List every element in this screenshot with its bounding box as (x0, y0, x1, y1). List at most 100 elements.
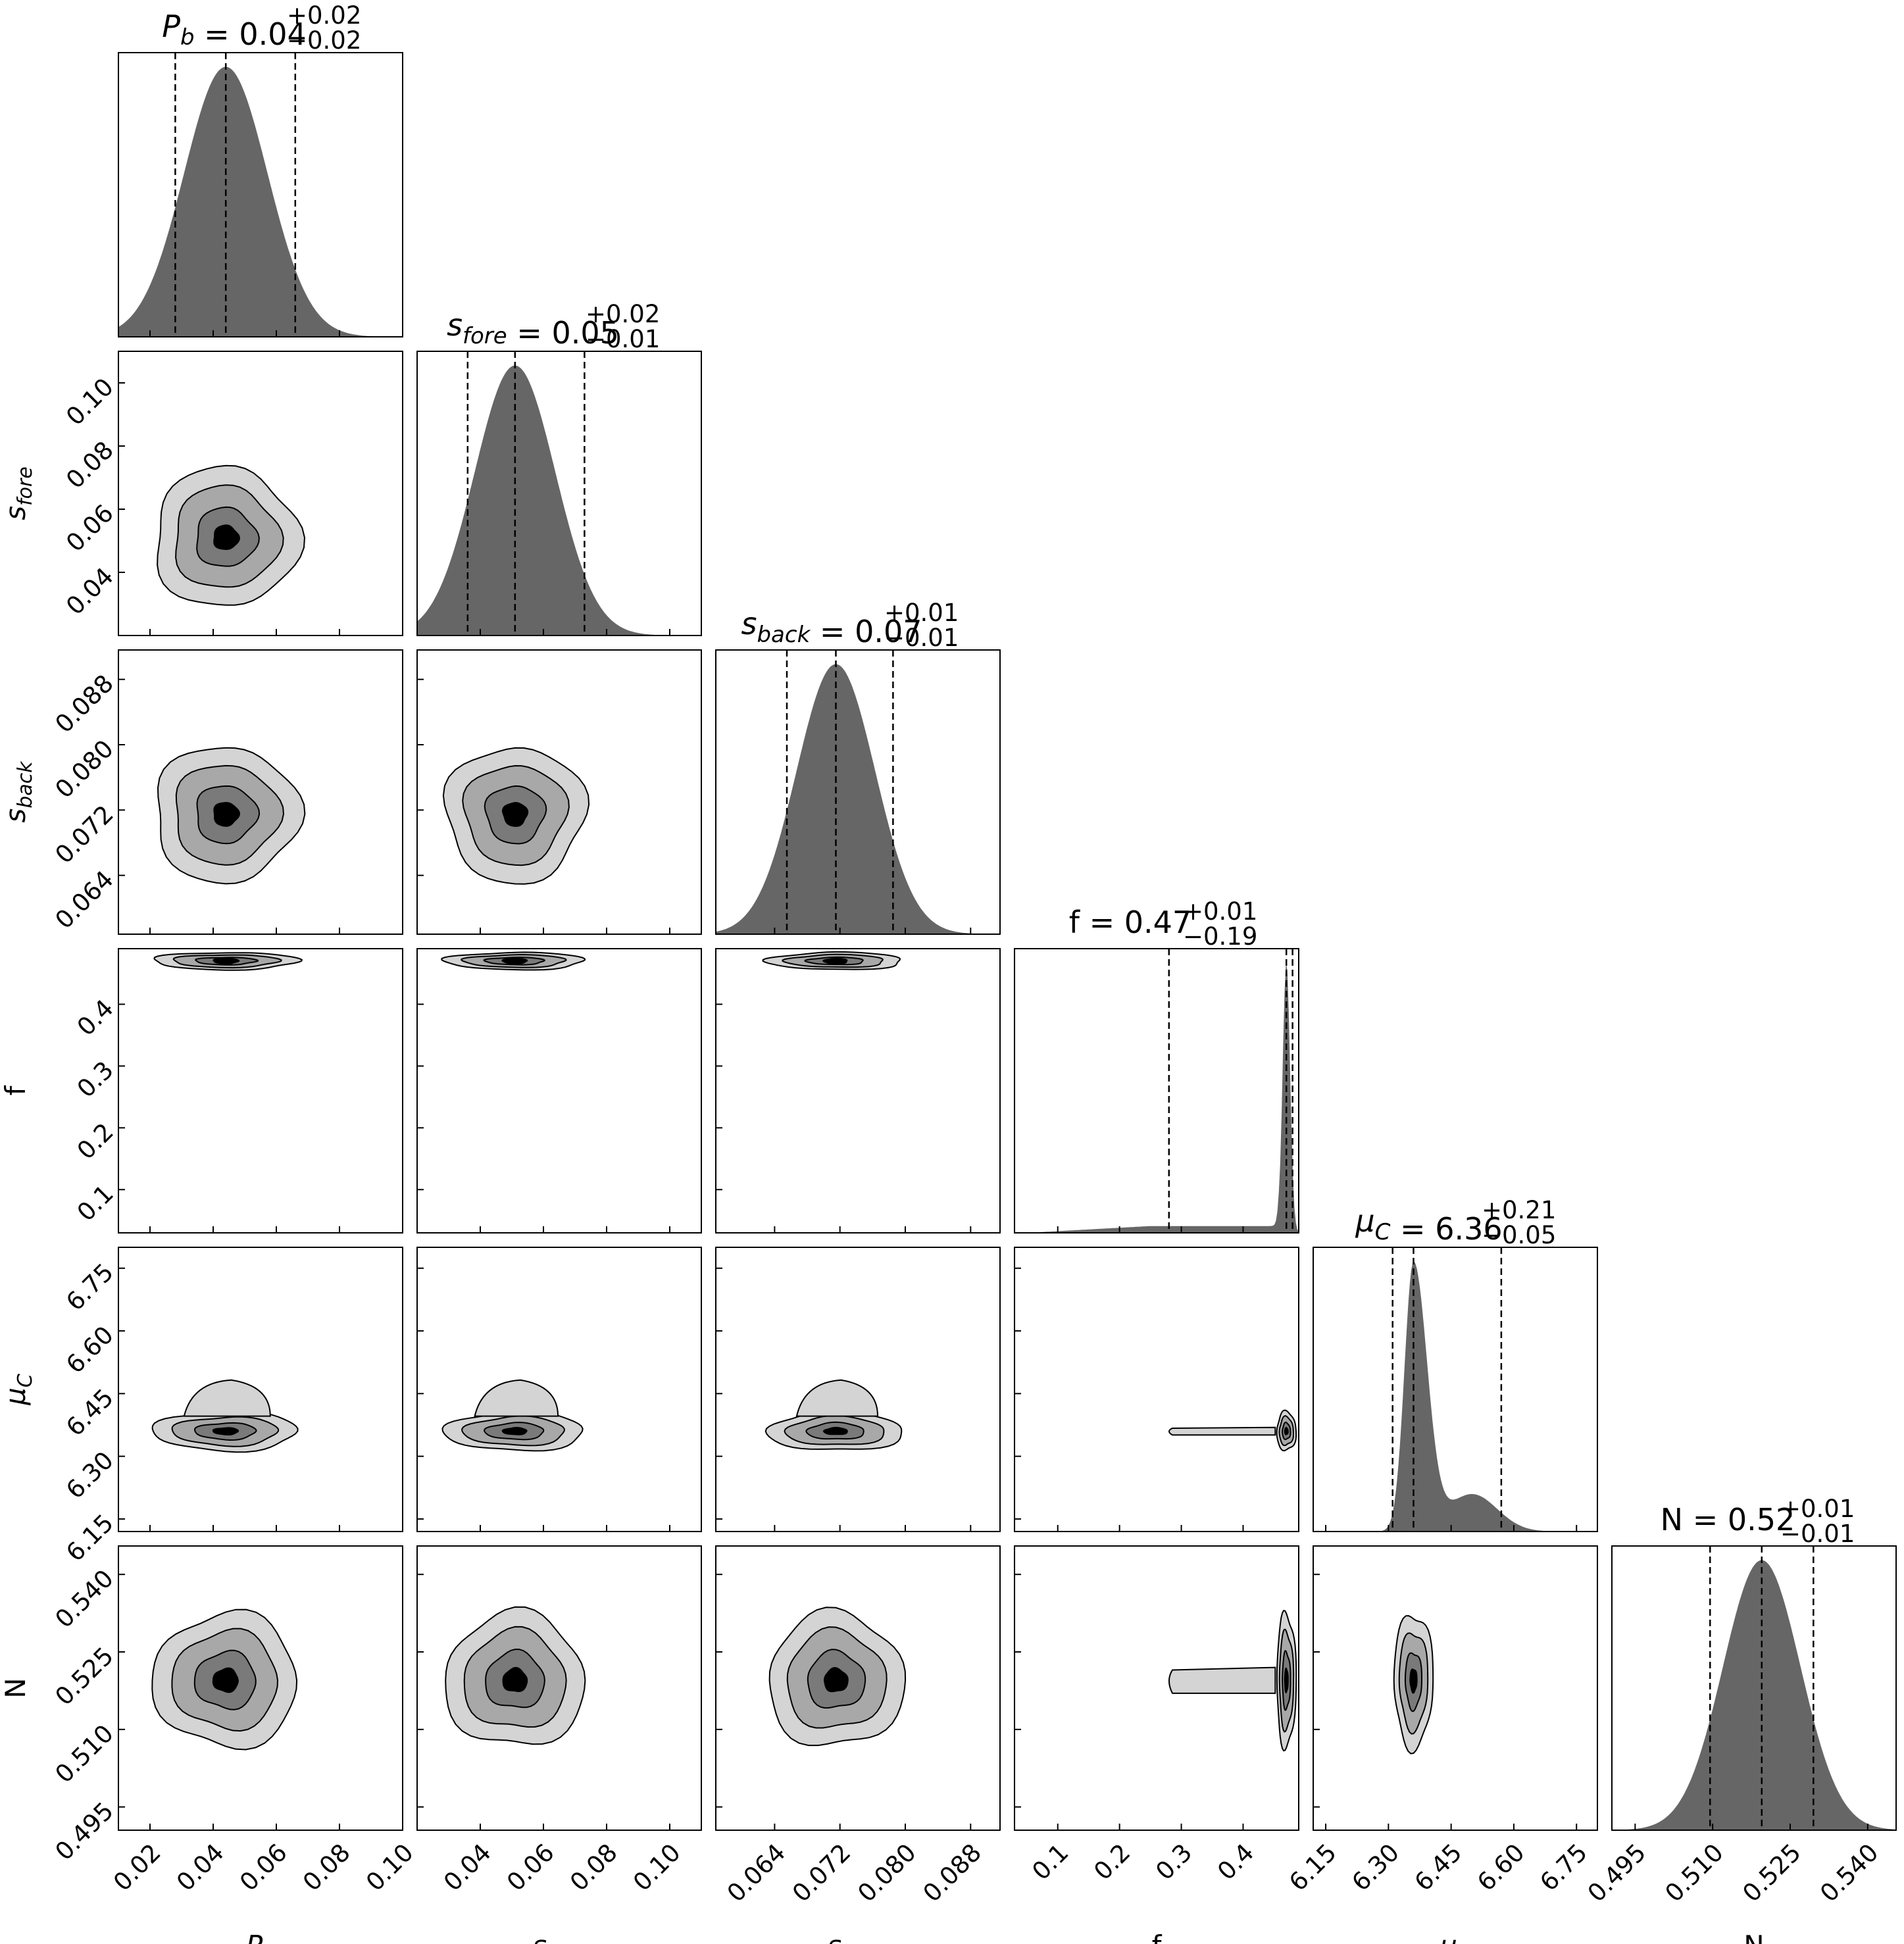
x-tick-label-f: 0.2 (1088, 1838, 1136, 1885)
x-axis-label-muC-main: μ (1439, 1930, 1457, 1944)
title-plus-f: +0.01 (1183, 897, 1257, 926)
contour-level-4 (213, 958, 240, 964)
x-axis-label-Pb-main: P (246, 1930, 263, 1944)
title-main-sback: s (741, 606, 757, 641)
contour-tail (183, 1379, 271, 1417)
x-tick-label-f: 0.3 (1150, 1838, 1197, 1885)
panel-frame-sback (715, 649, 1001, 935)
panel-frame-Pb (118, 52, 403, 337)
y-axis-label-sback-main: s (0, 809, 32, 823)
contour-level-4 (502, 1666, 528, 1692)
x-tick-label-sback: 0.072 (787, 1838, 856, 1907)
panel-frame-Pb-sback (118, 649, 403, 935)
x-axis-label-N: N (1743, 1930, 1764, 1944)
title-minus-sback: −0.01 (884, 624, 959, 652)
y-axis-label-f: f (0, 1085, 32, 1095)
x-tick-label-Pb: 0.06 (234, 1838, 293, 1897)
contour-panel-Pb-sfore (118, 351, 403, 636)
title-main-Pb: P (162, 9, 180, 44)
title-sub-sfore: fore (463, 323, 507, 349)
panel-frame-Pb-N (118, 1545, 403, 1831)
panel-frame-sback-N (715, 1545, 1001, 1831)
contour-level-4 (1284, 1426, 1289, 1435)
contour-panel-Pb-f (118, 948, 403, 1234)
x-axis-label-f-main: f (1152, 1930, 1163, 1944)
y-axis-label-muC: μC (0, 1374, 37, 1406)
x-tick-label-N: 0.540 (1815, 1838, 1884, 1907)
title-sub-sback: back (757, 622, 811, 648)
contour-panel-sback-muC (715, 1247, 1001, 1532)
contour-level-4 (823, 1666, 849, 1693)
title-main-muC: μ (1355, 1203, 1374, 1239)
x-tick-label-sback: 0.088 (918, 1838, 987, 1907)
title-plus-N: +0.01 (1780, 1495, 1855, 1523)
contour-level-4 (213, 524, 240, 551)
title-Pb: Pb = 0.04 (162, 9, 307, 52)
histogram-panel-sback: sback = 0.07+0.01−0.01 (715, 599, 1001, 935)
y-tick-label-N: 0.510 (50, 1719, 119, 1788)
contour-level-4 (212, 1667, 239, 1693)
contour-panel-sfore-f (416, 948, 702, 1234)
histogram-muC (1313, 1261, 1597, 1532)
title-main-f: f (1069, 905, 1081, 940)
y-axis-label-sback-sub: back (14, 760, 37, 809)
title-sub-muC: C (1375, 1219, 1391, 1245)
panel-frame-sfore (416, 351, 702, 636)
x-tick-label-sfore: 0.06 (501, 1838, 560, 1897)
title-value-sfore: = 0.05 (507, 315, 619, 351)
y-axis-label-muC-main: μ (0, 1387, 32, 1406)
x-axis-label-N-main: N (1743, 1930, 1764, 1944)
title-N: N = 0.52 (1661, 1502, 1795, 1537)
x-tick-label-Pb: 0.02 (108, 1838, 166, 1897)
contour-panel-sback-f (715, 948, 1001, 1234)
y-tick-label-muC: 6.75 (61, 1258, 119, 1316)
panel-frame-f (1014, 948, 1299, 1234)
x-tick-label-muC: 6.60 (1472, 1838, 1530, 1897)
contour-panel-Pb-muC (118, 1247, 403, 1532)
y-axis-label-N: N (0, 1678, 32, 1698)
histogram-sback (716, 664, 1000, 934)
title-sub-Pb: b (180, 24, 195, 51)
contour-panel-f-N (1014, 1545, 1299, 1831)
x-tick-label-N: 0.510 (1660, 1838, 1729, 1907)
x-tick-label-f: 0.4 (1212, 1838, 1259, 1885)
x-tick-label-Pb: 0.08 (297, 1838, 356, 1897)
title-f: f = 0.47 (1069, 905, 1191, 940)
contour-level-4 (501, 1426, 528, 1435)
histogram-panel-f: f = 0.47+0.01−0.19 (1014, 897, 1299, 1234)
panel-frame-sfore-sback (416, 649, 702, 935)
panel-frame-f-N (1014, 1545, 1299, 1831)
panel-frame-sback-f (715, 948, 1001, 1234)
contour-panel-sfore-muC (416, 1247, 702, 1532)
y-tick-label-sback: 0.080 (50, 734, 119, 803)
y-tick-label-sback: 0.072 (50, 800, 119, 869)
panel-frame-sfore-muC (416, 1247, 702, 1532)
x-tick-label-N: 0.495 (1582, 1838, 1651, 1907)
histogram-N (1612, 1560, 1896, 1830)
x-tick-label-f: 0.1 (1026, 1838, 1074, 1885)
x-axis-label-sback-main: s (827, 1930, 841, 1944)
y-tick-label-sfore: 0.08 (61, 436, 119, 494)
x-axis-label-sfore: sfore (532, 1930, 586, 1944)
y-tick-label-sfore: 0.06 (61, 499, 119, 557)
y-tick-label-sfore: 0.10 (61, 372, 119, 431)
y-tick-label-muC: 6.60 (61, 1321, 119, 1380)
title-main-N: N (1661, 1502, 1683, 1537)
contour-level-4 (822, 1426, 848, 1435)
x-tick-label-sback: 0.064 (722, 1838, 791, 1907)
title-plus-sback: +0.01 (884, 599, 959, 627)
y-tick-label-f: 0.1 (72, 1180, 119, 1227)
x-axis-label-f: f (1152, 1930, 1163, 1944)
panel-frame-Pb-f (118, 948, 403, 1234)
histogram-panel-Pb: Pb = 0.04+0.02−0.02 (118, 1, 403, 337)
title-plus-muC: +0.21 (1482, 1196, 1556, 1224)
contour-level-4 (501, 957, 528, 964)
contour-level-4 (822, 957, 848, 964)
x-tick-label-muC: 6.15 (1284, 1838, 1342, 1897)
histogram-Pb (118, 66, 403, 337)
contour-level-4 (212, 1427, 239, 1435)
title-plus-Pb: +0.02 (287, 1, 361, 30)
panel-frame-Pb-muC (118, 1247, 403, 1532)
panel-frame-N (1611, 1545, 1897, 1831)
